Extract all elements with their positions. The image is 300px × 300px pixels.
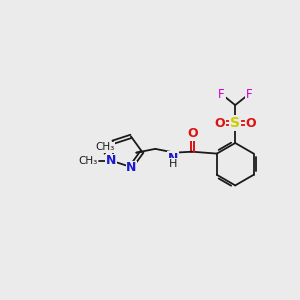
Text: O: O — [245, 117, 256, 130]
Text: N: N — [106, 154, 117, 167]
Text: O: O — [214, 117, 225, 130]
Text: F: F — [218, 88, 225, 100]
Text: S: S — [230, 116, 240, 130]
Text: N: N — [168, 152, 178, 165]
Text: N: N — [126, 161, 137, 175]
Text: O: O — [187, 127, 197, 140]
Text: CH₃: CH₃ — [95, 142, 114, 152]
Text: CH₃: CH₃ — [78, 156, 97, 166]
Text: F: F — [246, 88, 252, 100]
Text: H: H — [169, 159, 178, 169]
